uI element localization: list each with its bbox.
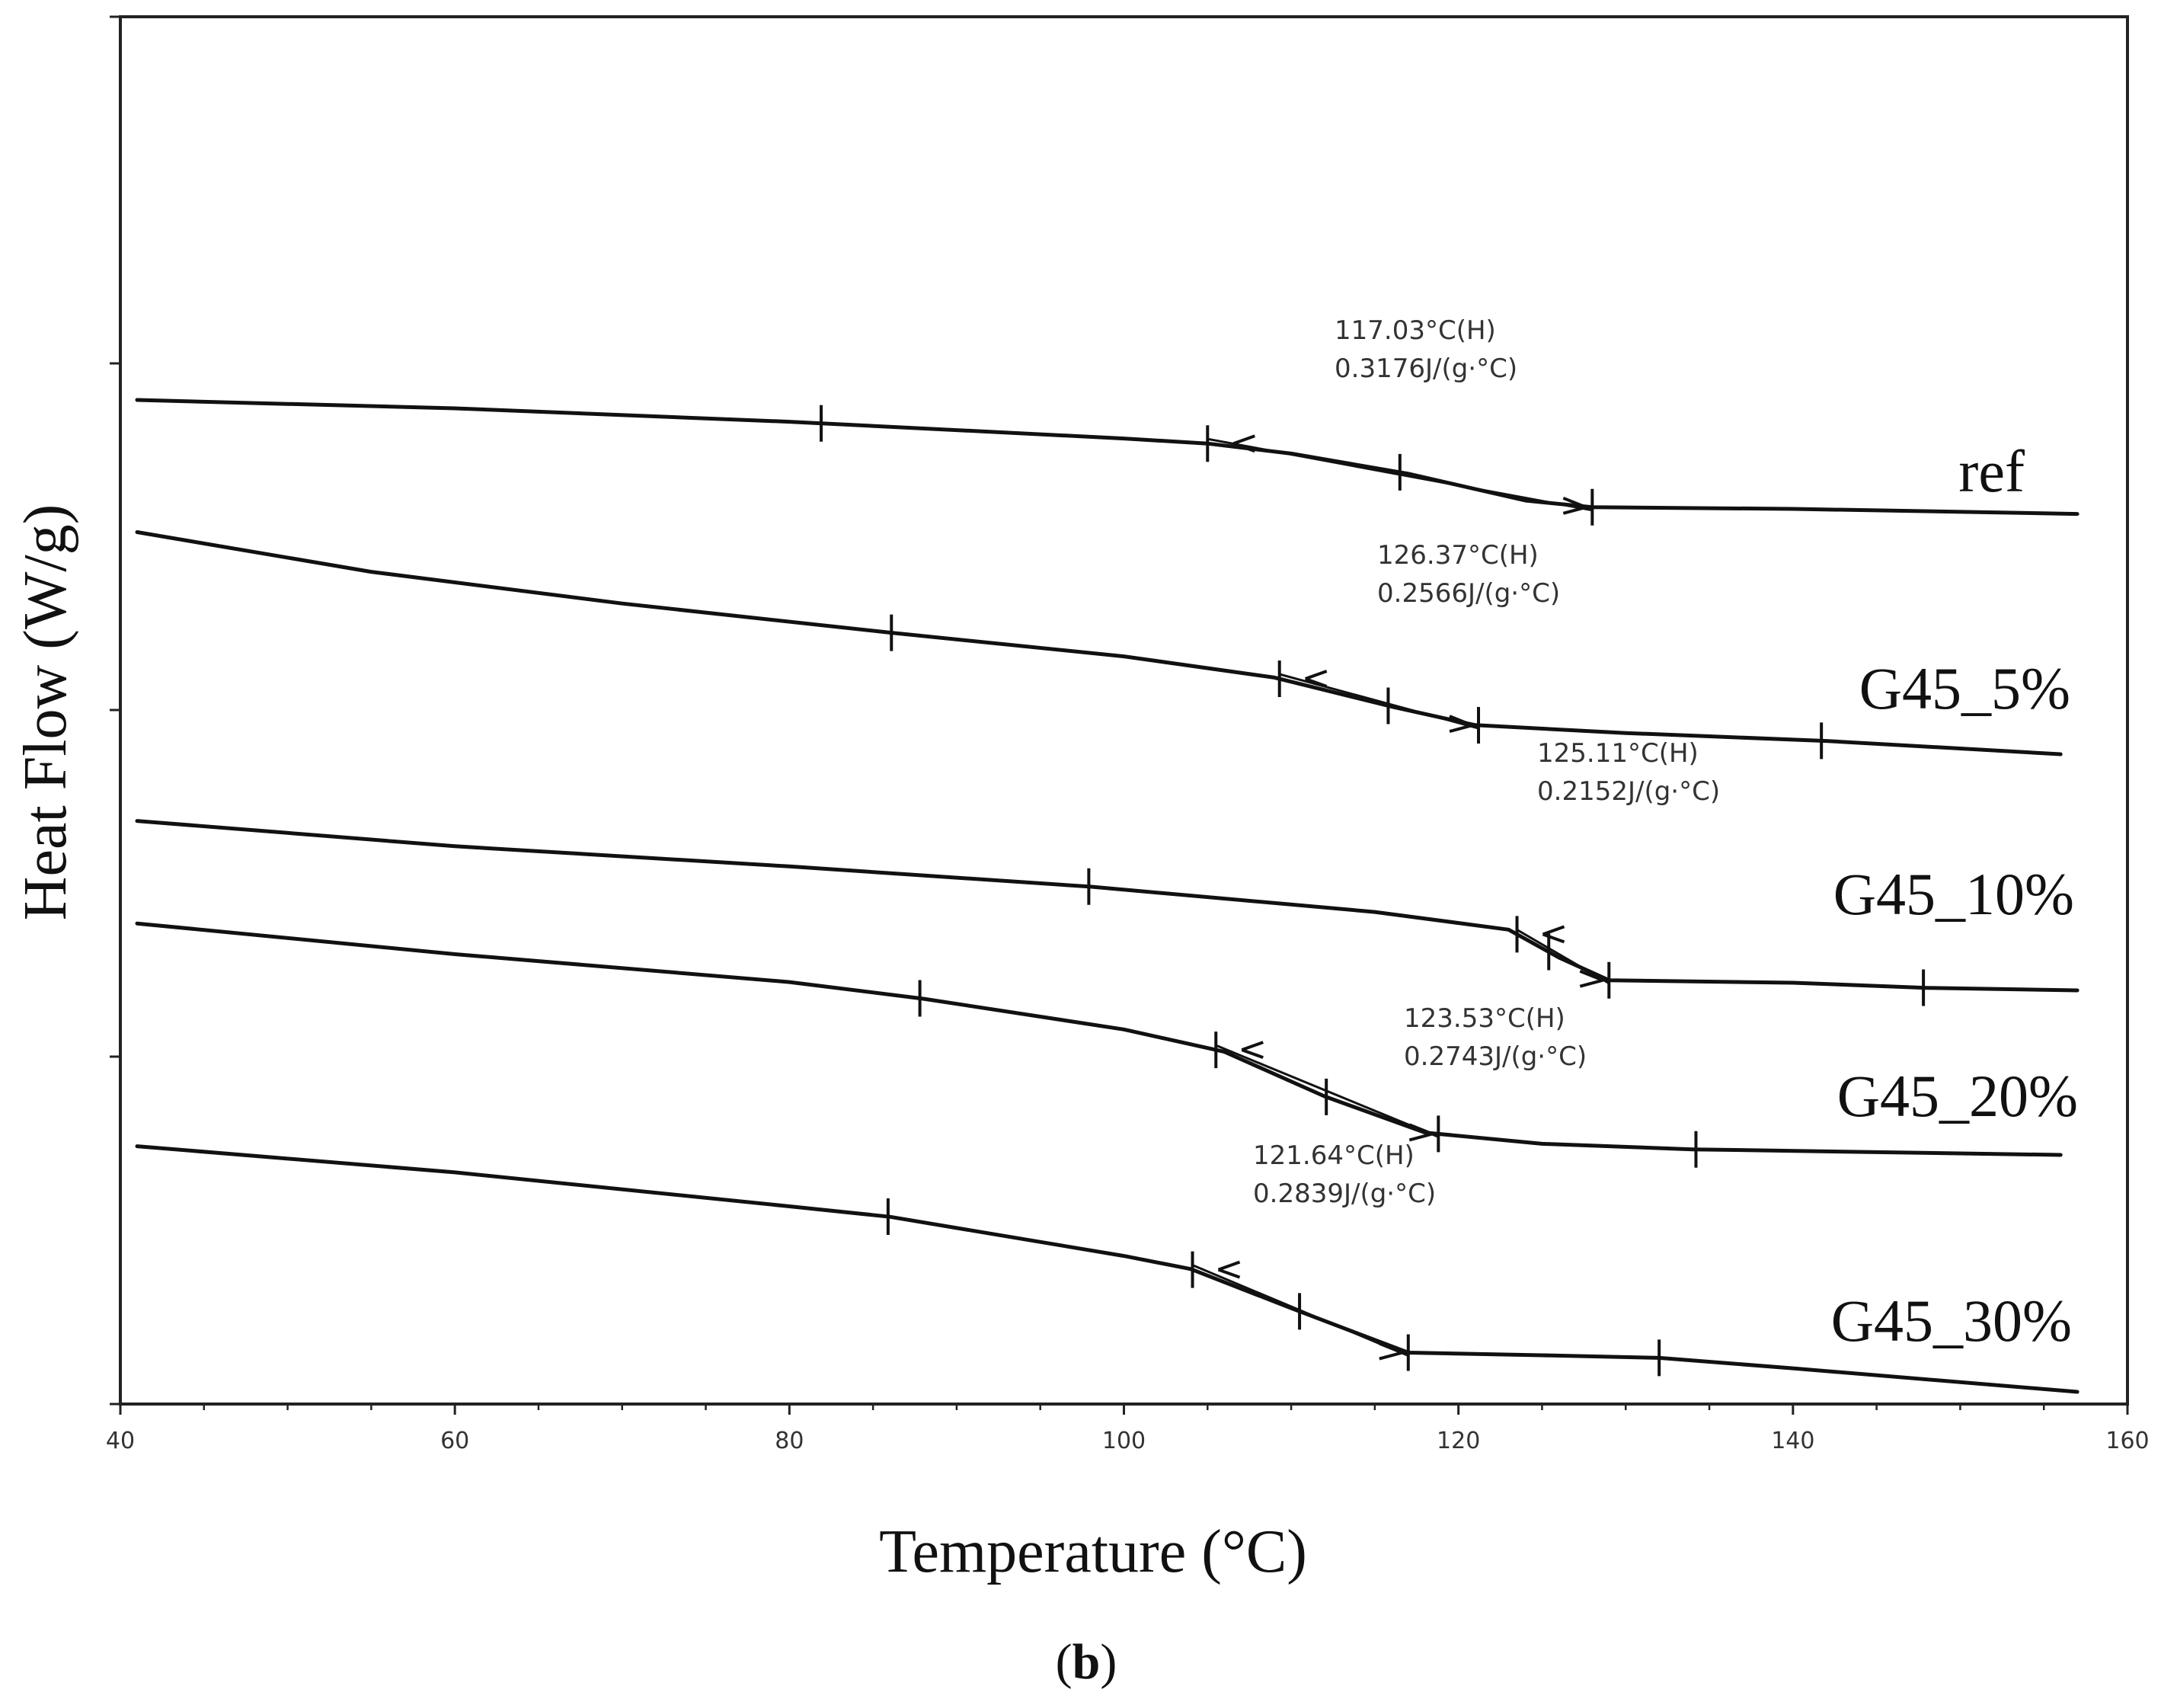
tangent-line xyxy=(1279,673,1479,730)
annotation-text: 126.37°C(H) xyxy=(1377,540,1539,571)
x-axis-ticks: 40 60 80 100 120 140 160 xyxy=(106,1404,2150,1454)
annotation-text: 0.2152J/(g·°C) xyxy=(1537,776,1720,807)
x-tick-label: 80 xyxy=(775,1428,804,1454)
series-line xyxy=(135,1144,2079,1394)
x-tick-label: 40 xyxy=(106,1428,135,1454)
onset-arrowhead xyxy=(1542,925,1565,944)
annotation-text: 117.03°C(H) xyxy=(1335,315,1496,346)
annotation-text: 121.64°C(H) xyxy=(1253,1140,1415,1171)
end-arrowhead xyxy=(1449,715,1473,733)
x-tick-label: 100 xyxy=(1102,1428,1146,1454)
end-arrowhead xyxy=(1579,969,1604,988)
x-tick-label: 60 xyxy=(440,1428,469,1454)
series-label: G45_20% xyxy=(1837,1063,2078,1129)
panel-label: (b) xyxy=(1056,1634,1117,1690)
end-arrowhead xyxy=(1379,1342,1403,1361)
x-tick-label: 120 xyxy=(1437,1428,1480,1454)
x-tick-label: 140 xyxy=(1771,1428,1814,1454)
panel-label-open: ( xyxy=(1056,1634,1073,1690)
tangent-line xyxy=(1516,929,1610,985)
x-tick-label: 160 xyxy=(2105,1428,2149,1454)
series-label: ref xyxy=(1958,438,2025,504)
annotation-layer: 117.03°C(H) 0.3176J/(g·°C) 126.37°C(H) 0.25… xyxy=(1253,315,1720,1209)
annotation-text: 0.2743J/(g·°C) xyxy=(1404,1041,1587,1072)
series-line xyxy=(135,921,2063,1157)
series-label-layer: ref G45_5% G45_10% G45_20% G45_30% xyxy=(1831,438,2078,1354)
annotation-text: 0.2839J/(g·°C) xyxy=(1253,1179,1436,1209)
onset-arrowhead xyxy=(1241,1041,1264,1060)
panel-label-letter: b xyxy=(1073,1634,1101,1690)
series-line xyxy=(135,819,2079,993)
series-line xyxy=(135,530,2063,756)
onset-arrowhead xyxy=(1305,670,1328,688)
y-axis-title: Heat Flow (W/g) xyxy=(12,504,79,921)
end-arrowhead xyxy=(1408,1123,1434,1142)
series-label: G45_10% xyxy=(1833,861,2074,927)
end-arrowhead xyxy=(1562,496,1587,515)
onset-arrowhead xyxy=(1232,434,1255,453)
panel-label-close: ) xyxy=(1100,1634,1117,1690)
annotation-text: 125.11°C(H) xyxy=(1537,738,1699,769)
y-axis-ticks xyxy=(110,15,120,1406)
x-axis-title: Temperature (°C) xyxy=(879,1518,1307,1585)
onset-arrowhead xyxy=(1217,1260,1241,1279)
annotation-text: 0.3176J/(g·°C) xyxy=(1335,353,1517,384)
series-label: G45_30% xyxy=(1831,1287,2072,1354)
annotation-text: 0.2566J/(g·°C) xyxy=(1377,578,1560,609)
annotation-text: 123.53°C(H) xyxy=(1404,1003,1565,1034)
series-label: G45_5% xyxy=(1859,655,2070,721)
series-layer xyxy=(135,398,2079,1394)
